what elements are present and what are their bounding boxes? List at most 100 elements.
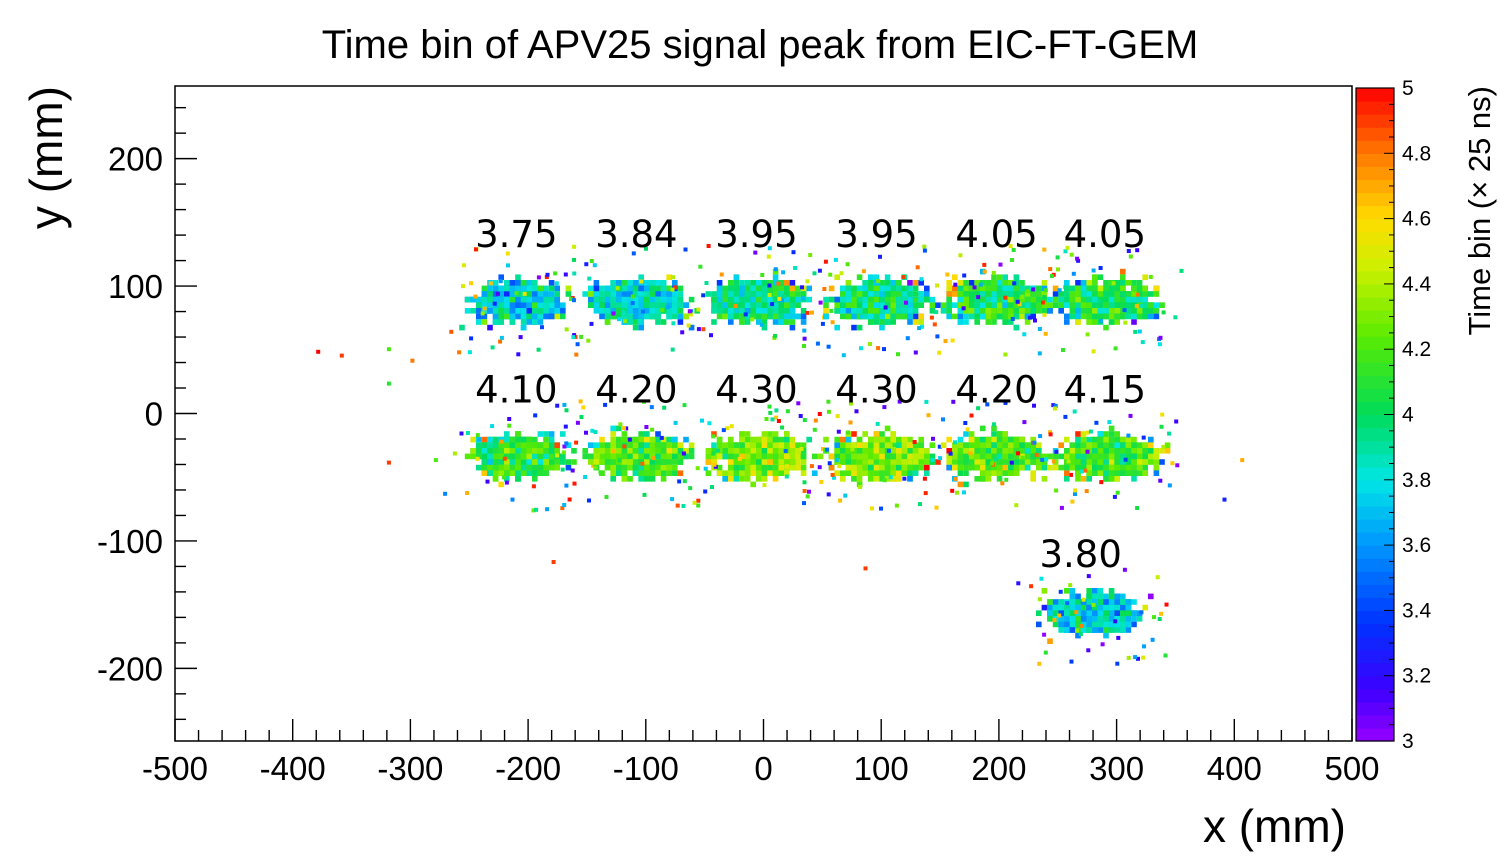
heatmap-cell — [569, 297, 573, 302]
heatmap-cell — [526, 280, 532, 286]
heatmap-cell — [896, 296, 902, 303]
heatmap-cell — [1086, 302, 1092, 308]
heatmap-cell — [1008, 308, 1014, 314]
heatmap-cell — [616, 296, 622, 303]
heatmap-cell — [1030, 313, 1036, 320]
heatmap-cell — [536, 347, 541, 352]
heatmap-cell — [901, 302, 908, 308]
heatmap-cell — [1041, 308, 1048, 314]
heatmap-cell — [1048, 267, 1053, 272]
heatmap-cell — [515, 453, 521, 460]
heatmap-cell — [884, 313, 891, 320]
heatmap-cell — [1097, 291, 1104, 297]
heatmap-cell — [655, 313, 661, 320]
heatmap-cell — [515, 459, 521, 465]
heatmap-cell — [1148, 308, 1154, 314]
heatmap-cell — [520, 313, 527, 320]
heatmap-cell — [564, 408, 569, 413]
heatmap-cell — [543, 285, 549, 292]
heatmap-cell — [1002, 319, 1008, 325]
heatmap-cell — [1131, 296, 1137, 303]
heatmap-cell — [526, 319, 532, 325]
heatmap-cell — [469, 336, 474, 341]
heatmap-cell — [492, 296, 499, 303]
heatmap-cell — [610, 280, 616, 286]
heatmap-cell — [782, 294, 787, 299]
heatmap-cell — [1075, 302, 1081, 308]
heatmap-cell — [492, 285, 499, 292]
heatmap-cell — [974, 296, 980, 303]
heatmap-cell — [1135, 292, 1140, 297]
heatmap-cell — [789, 319, 796, 325]
heatmap-cell — [934, 310, 939, 315]
heatmap-cell — [750, 308, 756, 314]
heatmap-cell — [1131, 280, 1137, 286]
heatmap-cell — [834, 308, 840, 314]
heatmap-cell — [554, 313, 560, 320]
heatmap-cell — [498, 308, 504, 314]
heatmap-cell — [487, 453, 493, 460]
heatmap-cell — [728, 319, 734, 325]
heatmap-cell — [610, 308, 616, 314]
heatmap-cell — [532, 470, 538, 476]
heatmap-cell — [868, 280, 874, 286]
heatmap-cell — [952, 302, 958, 308]
heatmap-cell — [1013, 285, 1020, 292]
heatmap-cell — [963, 291, 969, 297]
heatmap-cell — [593, 291, 600, 297]
heatmap-cell — [1042, 312, 1047, 317]
heatmap-cell — [554, 448, 560, 454]
heatmap-cell — [627, 313, 633, 320]
heatmap-cell — [1030, 302, 1036, 308]
heatmap-cell — [733, 280, 740, 286]
heatmap-cell — [744, 296, 751, 303]
heatmap-cell — [772, 291, 779, 297]
heatmap-cell — [789, 313, 796, 320]
heatmap-cell — [789, 285, 796, 292]
heatmap-cell — [739, 296, 745, 303]
heatmap-cell — [540, 325, 544, 330]
heatmap-cell — [924, 285, 930, 292]
heatmap-cell — [750, 285, 756, 292]
heatmap-cell — [467, 350, 472, 355]
heatmap-cell — [896, 280, 902, 286]
heatmap-cell — [1120, 280, 1126, 286]
heatmap-cell — [963, 308, 969, 314]
heatmap-cell — [510, 497, 515, 502]
heatmap-cell — [582, 453, 588, 460]
heatmap-cell — [677, 296, 684, 303]
heatmap-cell — [485, 479, 490, 484]
heatmap-cell — [1043, 331, 1048, 336]
heatmap-cell — [507, 423, 512, 428]
heatmap-cell — [918, 313, 924, 320]
heatmap-cell — [868, 296, 874, 303]
heatmap-cell — [1075, 313, 1081, 320]
heatmap-cell — [761, 296, 768, 303]
heatmap-cell — [996, 274, 1003, 280]
heatmap-cell — [1080, 302, 1087, 308]
heatmap-cell — [604, 308, 611, 314]
heatmap-cell — [554, 464, 560, 471]
heatmap-cell — [739, 319, 745, 325]
heatmap-cell — [701, 327, 706, 332]
heatmap-cell — [1137, 329, 1142, 334]
heatmap-cell — [504, 459, 510, 465]
heatmap-cell — [701, 293, 706, 298]
heatmap-cell — [482, 306, 487, 311]
heatmap-cell — [518, 335, 523, 340]
heatmap-cell — [1103, 324, 1109, 331]
heatmap-cell — [716, 296, 723, 303]
heatmap-cell — [492, 280, 499, 286]
heatmap-cell — [915, 265, 920, 270]
heatmap-cell — [739, 308, 745, 314]
heatmap-cell — [1036, 291, 1042, 297]
heatmap-cell — [660, 319, 667, 325]
heatmap-cell — [632, 308, 639, 314]
heatmap-cell — [912, 313, 919, 320]
heatmap-cell — [778, 291, 784, 297]
heatmap-cell — [974, 319, 980, 325]
heatmap-cell — [637, 291, 642, 296]
heatmap-cell — [980, 280, 986, 286]
heatmap-cell — [884, 302, 891, 308]
heatmap-cell — [722, 291, 728, 297]
